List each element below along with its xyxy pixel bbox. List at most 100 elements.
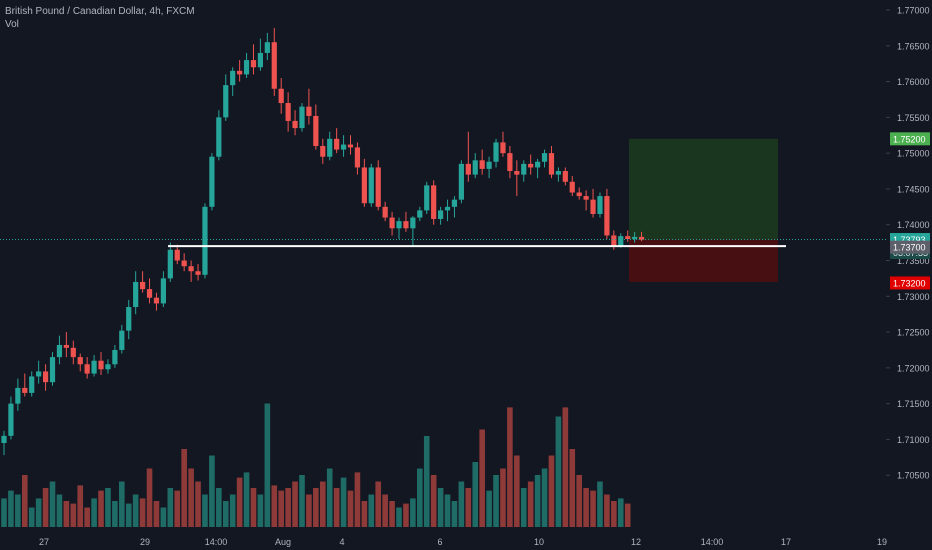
volume-bar (576, 475, 582, 527)
volume-bar (125, 503, 132, 527)
candle-body (98, 360, 104, 370)
candle-body (535, 161, 541, 168)
volume-bar (105, 488, 111, 527)
candle-body (285, 103, 291, 121)
target-price-tag-bg (890, 132, 930, 146)
time-tick-label: 14:00 (205, 537, 228, 547)
volume-bar (257, 494, 264, 527)
target-price-tag-label: 1.75200 (893, 134, 926, 144)
candle-body (320, 145, 326, 157)
volume-bars (1, 403, 631, 527)
volume-bar (541, 468, 548, 527)
volume-bar (382, 494, 388, 527)
volume-bar (160, 507, 167, 527)
candle-body (625, 236, 631, 240)
stop-price-tag-label: 1.73200 (893, 278, 926, 288)
volume-bar (410, 498, 416, 527)
candle-body (472, 160, 478, 175)
volume-bar (236, 477, 243, 527)
candle-body (237, 70, 243, 75)
volume-bar (319, 481, 326, 527)
candle-body (555, 171, 561, 175)
volume-bar (507, 407, 513, 527)
time-tick-label: 12 (631, 537, 641, 547)
volume-bar (604, 494, 610, 527)
time-tick-label: 19 (877, 537, 887, 547)
volume-bar (548, 455, 555, 527)
volume-bar (188, 468, 194, 527)
stop-price-tag: 1.73200 (890, 276, 930, 290)
candle-body (611, 235, 617, 247)
volume-bar (472, 462, 479, 527)
candle-body (424, 185, 430, 211)
volume-bar (84, 507, 90, 527)
time-tick-label: 10 (534, 537, 544, 547)
volume-bar (77, 485, 84, 527)
volume-bar (389, 501, 395, 527)
volume-bar (306, 494, 312, 527)
stop-price-tag-bg (890, 276, 930, 290)
entry-price-tag-bg (890, 240, 930, 254)
volume-bar (15, 494, 21, 527)
volume-bar (527, 481, 534, 527)
volume-bar (520, 488, 527, 527)
time-tick-label: 29 (140, 537, 150, 547)
price-tick-label: 1.76500 (897, 41, 930, 51)
candle-body (465, 163, 471, 175)
volume-bar (368, 494, 375, 527)
candle-body (223, 85, 229, 118)
candle-body (146, 289, 153, 298)
candle-body (569, 181, 575, 193)
volume-bar (264, 403, 271, 527)
volume-bar (417, 468, 423, 527)
volume-bar (91, 498, 97, 527)
candle-body (347, 144, 354, 148)
volume-bar (174, 490, 181, 527)
target-zone[interactable] (629, 138, 778, 240)
symbol-title: British Pound / Canadian Dollar, 4h, FXC… (5, 6, 195, 17)
candle-body (8, 403, 14, 436)
candle-body (174, 249, 180, 261)
volume-bar (132, 494, 139, 527)
volume-bar (98, 490, 104, 527)
candle-body (22, 387, 28, 393)
volume-bar (479, 429, 485, 527)
volume-bar (597, 481, 603, 527)
candle-body (576, 192, 582, 197)
candle-body (521, 163, 527, 175)
price-axis[interactable]: 1.77000 1.76500 1.76000 1.75500 1.75000 1.745… (886, 6, 930, 481)
candle-body (479, 160, 485, 169)
volume-bar (222, 501, 229, 527)
price-tick-label: 1.75000 (897, 149, 930, 159)
volume-bar (209, 455, 215, 527)
volume-bar (1, 498, 7, 527)
volume-bar (514, 455, 520, 527)
time-axis[interactable]: 27 29 14:00 Aug 4 6 10 12 14:00 17 19 (39, 537, 887, 547)
candle-body (119, 330, 125, 350)
candle-body (313, 115, 319, 146)
volume-bar (119, 481, 125, 527)
last-price-tag-label: 1.73793 (893, 235, 926, 245)
volume-bar (63, 501, 70, 527)
level-lines[interactable] (0, 239, 886, 248)
price-tick-label: 1.72000 (897, 363, 930, 373)
candle-body (299, 106, 305, 129)
candle-body (216, 117, 222, 157)
candle-body (340, 144, 347, 150)
candle-body (514, 171, 520, 175)
volume-bar (493, 475, 499, 527)
candle-body (528, 163, 534, 168)
volume-bar (340, 477, 347, 527)
time-tick-label: 27 (39, 537, 49, 547)
risk-reward-zones[interactable] (629, 138, 778, 282)
volume-bar (458, 481, 465, 527)
candle-body (243, 60, 250, 75)
candle-body (444, 206, 451, 211)
volume-bar (271, 485, 278, 527)
volume-bar (403, 503, 409, 527)
price-tick-label: 1.70500 (897, 471, 930, 481)
candle-body (209, 156, 215, 207)
candle-body (334, 138, 340, 150)
